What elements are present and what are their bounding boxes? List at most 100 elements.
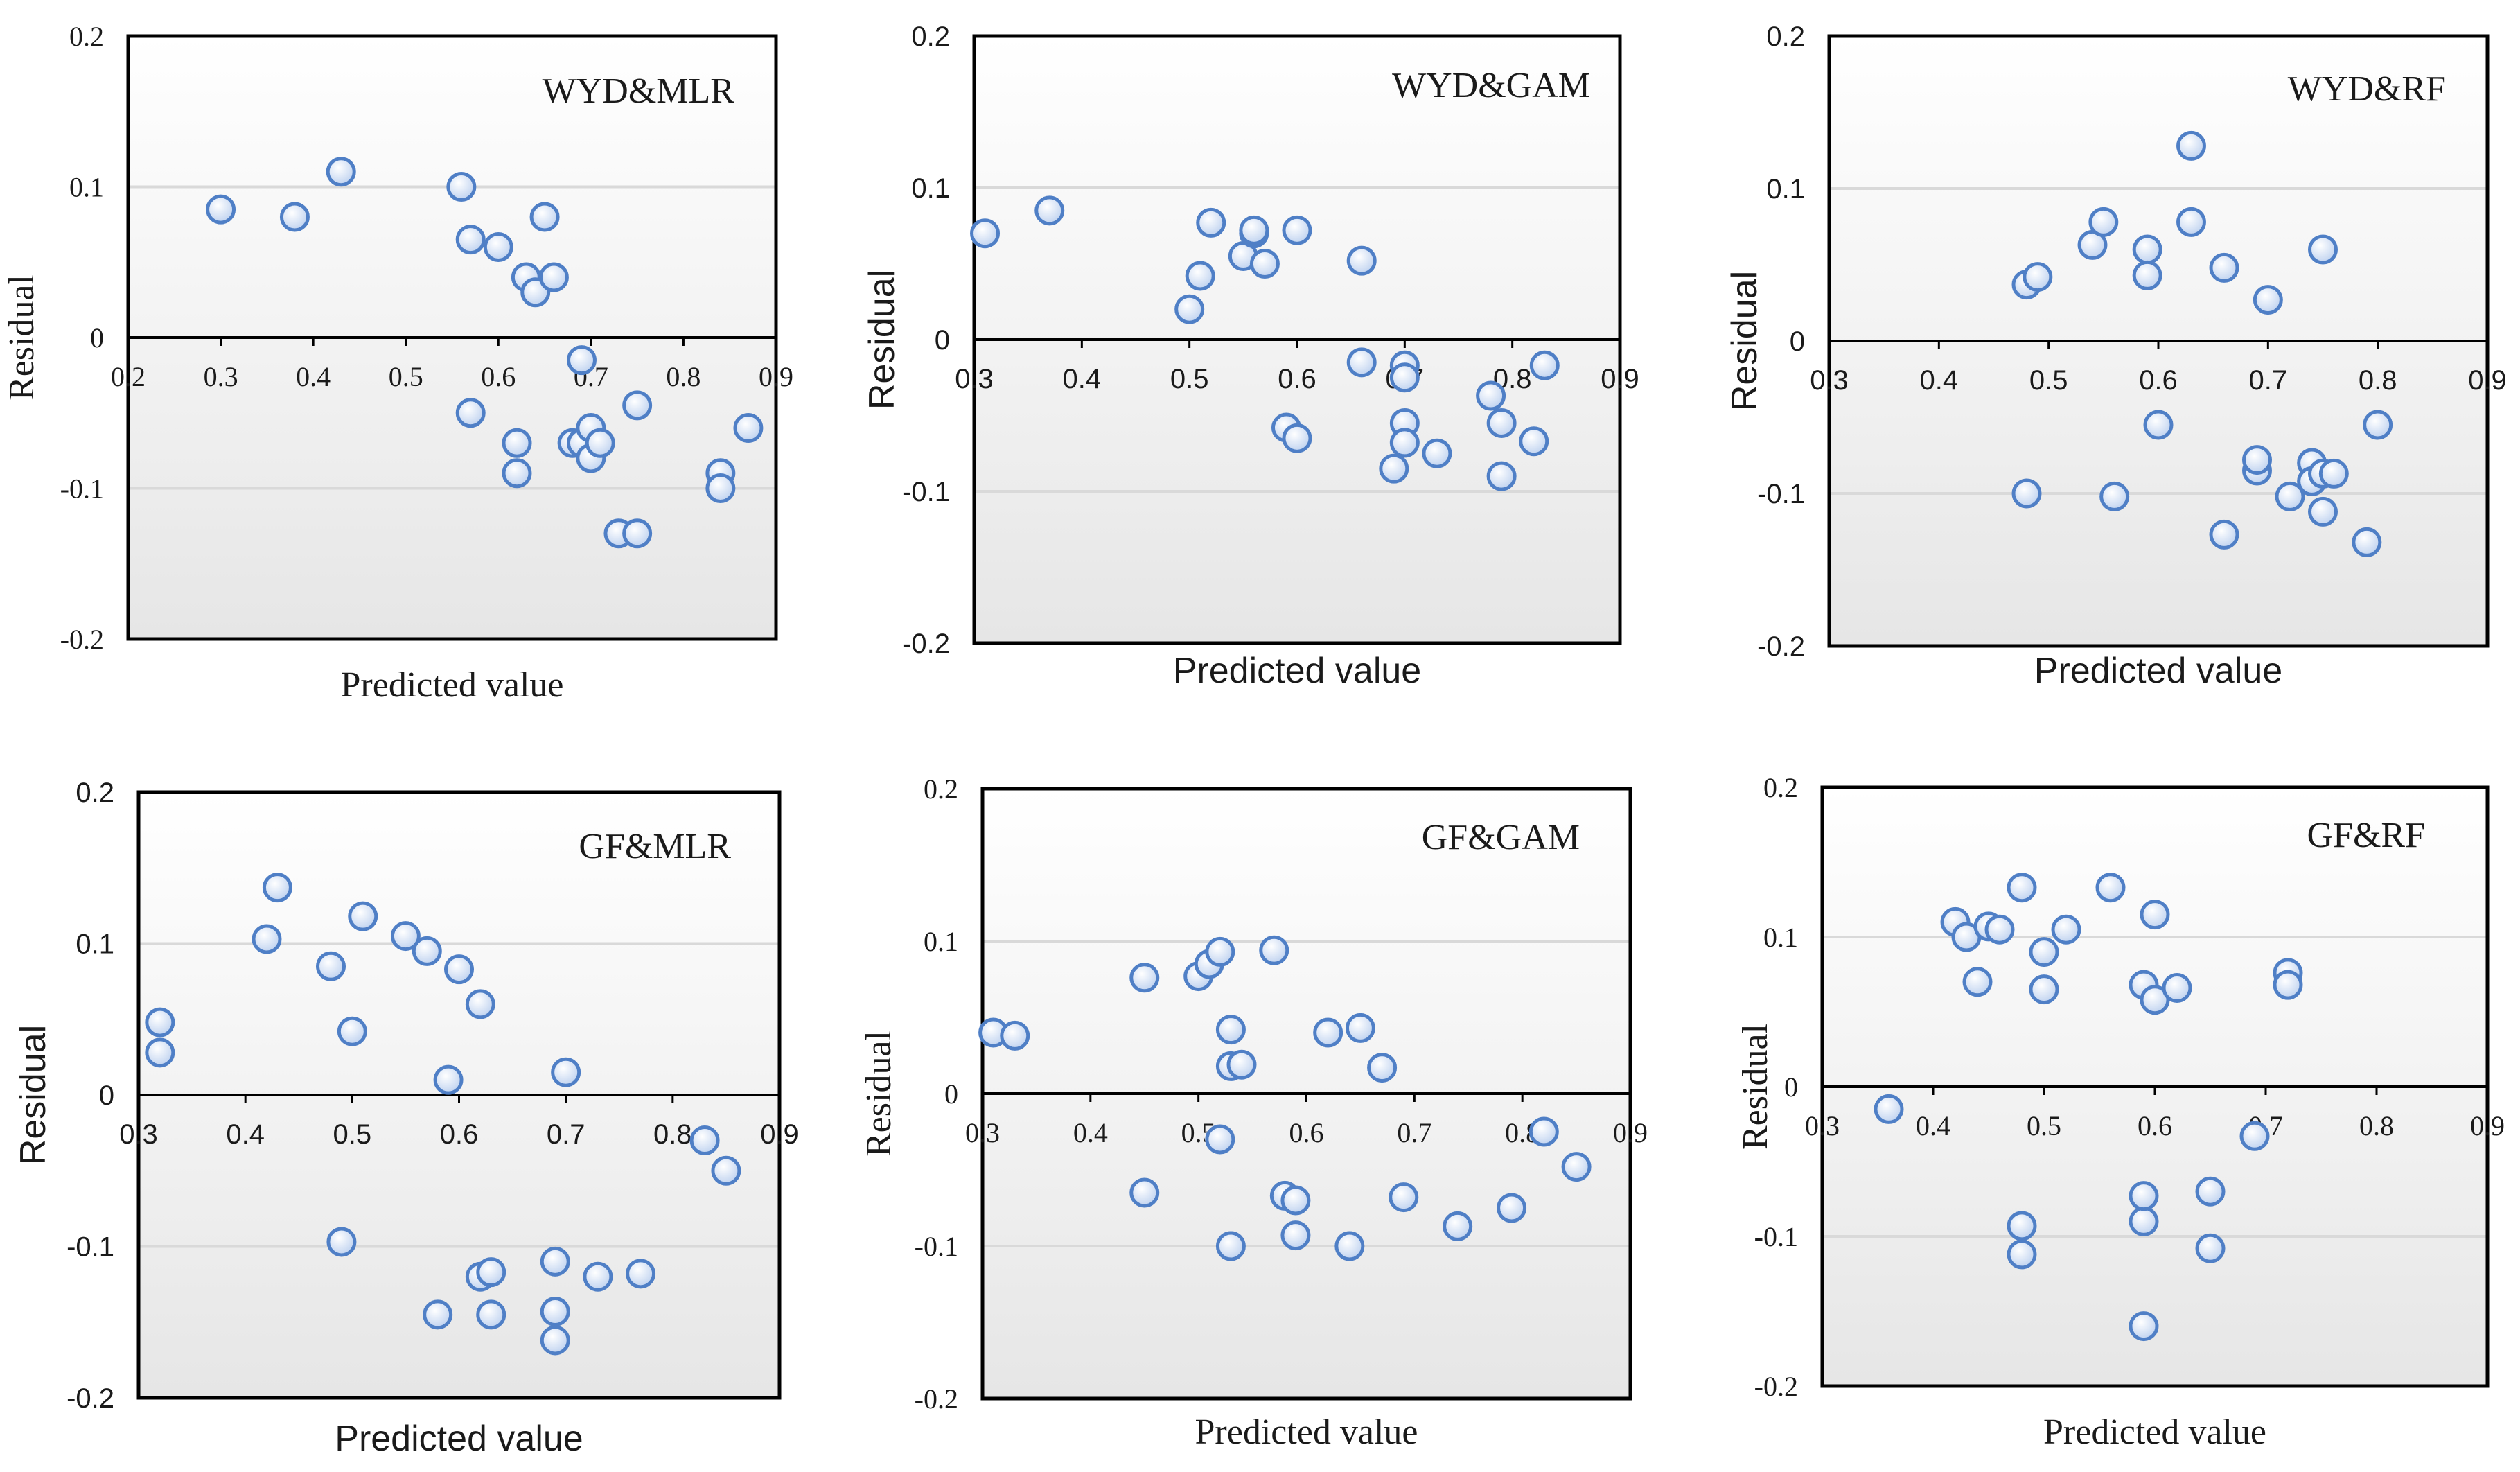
data-point — [1239, 215, 1269, 245]
data-point — [2239, 1121, 2270, 1151]
data-point — [1034, 195, 1065, 226]
data-point — [326, 157, 356, 187]
data-point — [1174, 294, 1205, 324]
y-tick-label: 0.2 — [911, 21, 950, 52]
data-point — [551, 1057, 581, 1087]
data-point — [1226, 1049, 1257, 1080]
data-point — [2011, 478, 2042, 509]
panel-title: WYD&MLR — [543, 71, 735, 111]
data-point — [2007, 1211, 2037, 1241]
data-point — [1185, 261, 1215, 291]
data-point — [206, 194, 236, 225]
data-point — [2007, 873, 2037, 903]
x-axis-title: Predicted value — [335, 1419, 583, 1459]
data-point — [1000, 1020, 1030, 1051]
y-tick-label: -0.2 — [60, 624, 104, 655]
data-point — [1205, 936, 1235, 967]
x-tick-label: 0.3 — [204, 361, 238, 392]
panel-title: GF&MLR — [579, 827, 731, 866]
y-tick-label: -0.1 — [1757, 479, 1805, 509]
y-tick-label: -0.1 — [67, 1232, 114, 1263]
y-tick-label: 0 — [935, 325, 950, 356]
y-axis-title: Residual — [1725, 271, 1765, 411]
data-point — [326, 1227, 357, 1257]
data-point — [2132, 260, 2162, 290]
x-tick-label: 0.3 — [965, 1117, 1000, 1148]
data-point — [1282, 423, 1312, 453]
data-point — [1313, 1017, 1343, 1048]
data-point — [2308, 496, 2338, 527]
data-point — [689, 1125, 720, 1156]
data-point — [483, 232, 513, 262]
panel-6: 0.3 0.4 0.5 0.6 0.7 0.8 0.90.20.10-0.1-0.2GF&R… — [1736, 772, 2505, 1452]
data-point — [2275, 481, 2305, 511]
y-tick-label: 0 — [90, 322, 104, 353]
panel-title: WYD&GAM — [1392, 66, 1590, 105]
y-tick-label: 0.2 — [924, 773, 958, 805]
x-tick-label: 0.5 — [2029, 365, 2068, 396]
data-point — [2095, 873, 2126, 903]
x-tick-label: 0.5 — [333, 1119, 372, 1150]
data-point — [2140, 985, 2170, 1015]
data-point — [1561, 1152, 1592, 1182]
y-tick-label: 0.2 — [1763, 772, 1798, 803]
x-axis-title: Predicted value — [1173, 651, 1421, 691]
data-point — [2162, 972, 2192, 1003]
x-axis-title: Predicted value — [2034, 651, 2282, 691]
data-point — [1497, 1193, 1527, 1223]
data-point — [538, 262, 569, 292]
x-tick-label: 0.2 — [111, 361, 146, 392]
data-point — [711, 1155, 741, 1186]
data-point — [622, 390, 653, 421]
data-point — [2195, 1176, 2226, 1207]
data-point — [540, 1325, 570, 1356]
data-point — [1282, 215, 1312, 245]
x-tick-label: 0.3 — [1810, 365, 1849, 396]
y-axis-title: Residual — [862, 270, 902, 410]
data-point — [412, 936, 442, 966]
x-tick-label: 0.4 — [1916, 1110, 1950, 1141]
data-point — [1389, 362, 1420, 393]
data-point — [733, 413, 764, 443]
data-point — [1379, 453, 1409, 484]
data-point — [1443, 1211, 1473, 1241]
data-point — [423, 1299, 453, 1330]
x-tick-label: 0.6 — [2138, 1110, 2172, 1141]
y-axis-title: Residual — [859, 1031, 899, 1157]
x-tick-label: 0.4 — [296, 361, 331, 392]
x-tick-label: 0.8 — [2359, 365, 2397, 396]
x-tick-label: 0.9 — [2470, 1110, 2505, 1141]
x-tick-label: 0.5 — [389, 361, 423, 392]
data-point — [2143, 410, 2174, 440]
data-point — [2209, 519, 2239, 550]
data-point — [1389, 428, 1420, 458]
x-tick-label: 0.4 — [226, 1119, 265, 1150]
data-point — [2129, 1206, 2159, 1236]
x-axis-title: Predicted value — [2043, 1412, 2266, 1452]
data-point — [2253, 285, 2283, 315]
data-point — [1874, 1094, 1904, 1124]
y-tick-label: 0 — [99, 1080, 114, 1111]
y-tick-label: -0.1 — [915, 1231, 958, 1262]
x-tick-label: 0.7 — [2249, 365, 2288, 396]
data-point — [1486, 461, 1517, 491]
panel-1: 0.2 0.3 0.4 0.5 0.6 0.7 0.8 0.90.20.10-0.1-0.2W… — [2, 21, 793, 705]
data-point — [2352, 527, 2382, 557]
x-tick-label: 0.9 — [760, 1119, 799, 1150]
x-tick-label: 0.9 — [1601, 364, 1639, 394]
panel-title: GF&GAM — [1422, 818, 1580, 857]
data-point — [540, 1246, 570, 1277]
data-point — [1129, 1177, 1160, 1208]
data-point — [2209, 252, 2239, 283]
data-point — [1529, 350, 1560, 380]
y-axis-title: Residual — [2, 274, 42, 401]
y-tick-label: 0 — [944, 1078, 958, 1110]
data-point — [2195, 1233, 2226, 1263]
data-point — [1215, 1015, 1246, 1045]
data-point — [502, 458, 532, 489]
x-tick-label: 0.8 — [666, 361, 701, 392]
y-axis-title: Residual — [13, 1025, 53, 1165]
data-point — [2099, 481, 2130, 511]
x-tick-label: 0.9 — [1613, 1117, 1648, 1148]
y-tick-label: -0.2 — [902, 629, 950, 659]
